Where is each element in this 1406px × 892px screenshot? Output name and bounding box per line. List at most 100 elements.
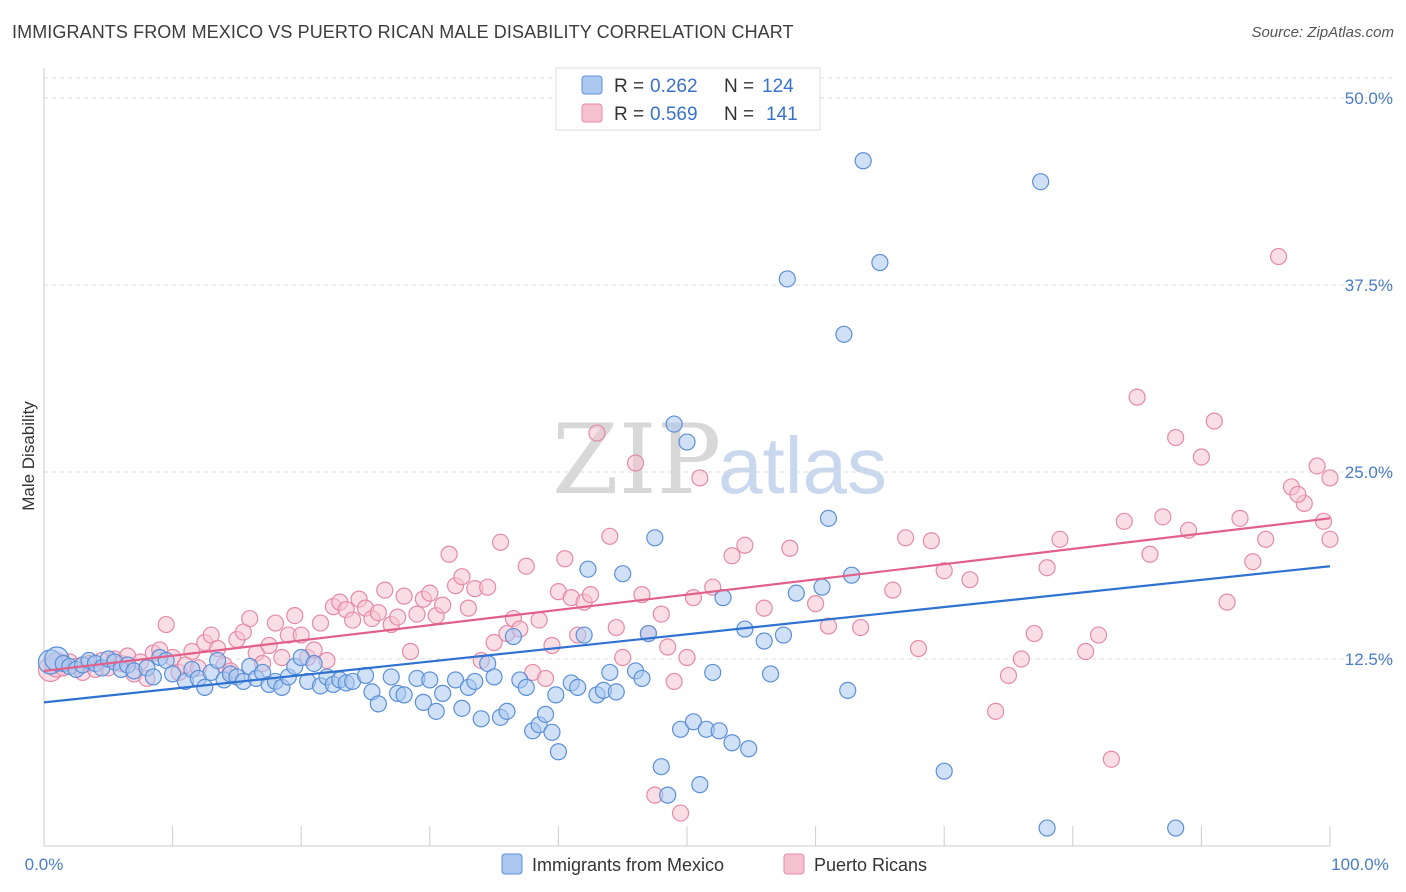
blue-point-48 [369, 695, 387, 713]
blue-point-63 [485, 668, 503, 686]
pink-point-120 [1077, 642, 1095, 661]
pink-point-86 [601, 527, 619, 545]
pink-point-124 [1128, 388, 1146, 406]
y-tick-label-0: 12.5% [1345, 650, 1393, 669]
y-tick-label-1: 25.0% [1345, 463, 1393, 482]
blue-point-113 [871, 253, 889, 272]
watermark-atlas: atlas [718, 421, 887, 510]
blue-point-82 [607, 683, 625, 701]
trend-lines [43, 517, 1331, 704]
pink-point-104 [781, 539, 799, 557]
blue-point-107 [813, 578, 831, 596]
pink-point-131 [1218, 593, 1236, 611]
pink-point-56 [401, 642, 420, 661]
pink-point-116 [1012, 650, 1030, 668]
blue-point-65 [498, 702, 516, 720]
legend-r-value-1: 0.262 [650, 76, 698, 97]
blue-point-56 [434, 684, 452, 702]
pink-point-42 [311, 614, 330, 632]
pink-point-95 [665, 672, 683, 691]
blue-point-81 [601, 663, 619, 682]
pink-point-110 [909, 639, 928, 658]
legend-n-value-1: 124 [762, 76, 794, 97]
blue-point-101 [740, 740, 758, 758]
pink-point-88 [614, 648, 632, 667]
blue-point-104 [774, 626, 793, 644]
pink-point-65 [459, 599, 477, 617]
y-tick-label-2: 37.5% [1345, 276, 1393, 295]
pink-point-113 [961, 571, 979, 589]
pink-point-101 [723, 547, 741, 565]
blue-point-92 [678, 433, 696, 451]
pink-point-142 [1289, 485, 1307, 504]
pink-point-132 [1231, 509, 1249, 527]
blue-point-85 [633, 669, 651, 688]
blue-point-24 [209, 651, 227, 670]
legend-r-label-2: R = [614, 104, 644, 125]
pink-point-138 [1308, 457, 1326, 475]
legend-n-value-2: 141 [766, 104, 798, 125]
x-tick-label-max: 100.0% [1331, 855, 1389, 874]
blue-point-74 [549, 743, 568, 761]
blue-point-115 [1032, 173, 1050, 191]
blue-point-91 [671, 720, 690, 738]
blue-point-93 [684, 713, 703, 731]
blue-point-73 [547, 686, 565, 704]
pink-point-80 [556, 550, 574, 568]
pink-point-119 [1051, 530, 1069, 548]
pink-point-108 [884, 581, 902, 599]
pink-point-76 [530, 611, 548, 629]
pink-point-18 [157, 615, 175, 634]
blue-point-58 [453, 699, 471, 717]
pink-point-135 [1269, 247, 1288, 266]
chart-title: IMMIGRANTS FROM MEXICO VS PUERTO RICAN M… [12, 22, 794, 42]
pink-point-69 [485, 633, 503, 652]
pink-point-52 [376, 581, 394, 599]
pink-point-89 [626, 454, 645, 472]
bottom-legend-swatch-pink [783, 853, 805, 875]
blue-point-53 [414, 693, 432, 711]
legend-swatch-blue [581, 75, 603, 95]
pink-point-122 [1102, 750, 1120, 768]
legend-swatch-pink [581, 103, 603, 123]
blue-point-18 [164, 665, 182, 683]
blue-point-90 [665, 415, 683, 433]
pink-point-141 [1314, 512, 1333, 530]
pink-point-62 [440, 545, 458, 563]
pink-point-127 [1167, 428, 1185, 447]
pink-point-31 [241, 609, 259, 628]
pink-point-109 [897, 529, 915, 547]
blue-point-94 [691, 776, 709, 794]
correlation-legend: R = 0.262 N = 124 R = 0.569 N = 141 [555, 67, 821, 131]
pink-point-103 [755, 599, 773, 617]
pink-point-51 [369, 603, 387, 622]
trend-line-mexico [43, 565, 1331, 704]
legend-r-value-2: 0.569 [650, 104, 698, 125]
x-tick-label-min: 0.0% [25, 855, 64, 874]
blue-point-22 [196, 678, 214, 697]
blue-point-72 [543, 723, 561, 741]
pink-point-125 [1141, 545, 1159, 563]
pink-point-133 [1244, 553, 1262, 571]
blue-point-71 [536, 705, 555, 723]
blue-point-105 [778, 270, 796, 288]
y-tick-label-3: 50.0% [1345, 89, 1393, 108]
blue-point-110 [839, 681, 857, 700]
legend-r-label-1: R = [614, 76, 644, 97]
pink-point-38 [286, 606, 304, 625]
pink-point-55 [395, 587, 413, 605]
bottom-legend-label-puerto-ricans: Puerto Ricans [814, 855, 927, 875]
blue-point-57 [446, 671, 465, 689]
series-legend: Immigrants from Mexico Puerto Ricans [501, 853, 927, 875]
pink-point-61 [434, 596, 452, 614]
blue-point-108 [819, 509, 838, 527]
blue-point-49 [382, 668, 400, 686]
pink-point-98 [684, 589, 703, 607]
pink-point-106 [819, 617, 838, 635]
pink-point-78 [543, 636, 561, 655]
pink-point-70 [491, 533, 510, 551]
blue-point-97 [710, 722, 728, 740]
pink-point-57 [408, 605, 426, 623]
pink-point-85 [588, 424, 606, 442]
series-puerto-ricans-points [37, 247, 1339, 822]
